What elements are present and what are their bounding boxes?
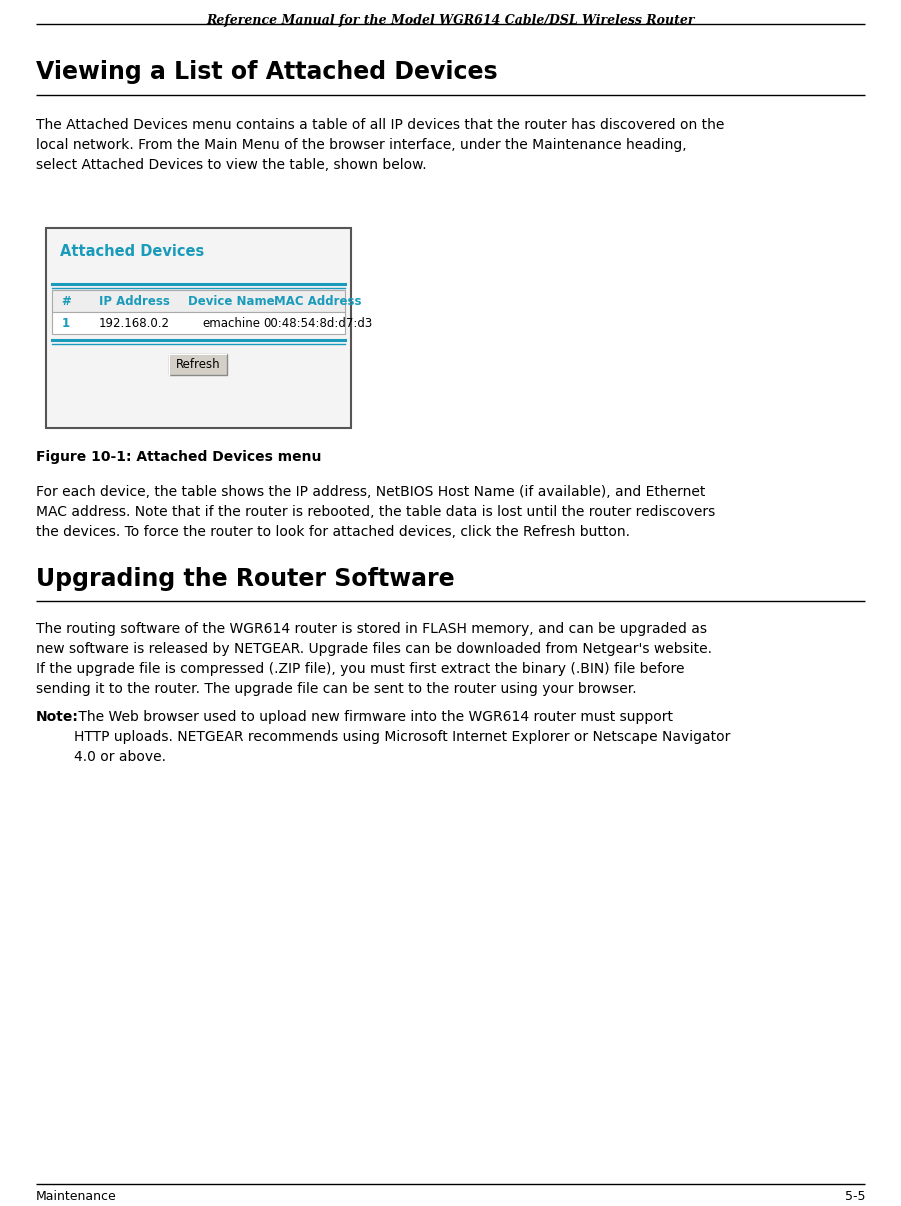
Text: Figure 10-1: Attached Devices menu: Figure 10-1: Attached Devices menu <box>36 450 322 464</box>
Text: IP Address: IP Address <box>98 295 169 308</box>
Text: The Web browser used to upload new firmware into the WGR614 router must support
: The Web browser used to upload new firmw… <box>74 710 731 765</box>
Text: MAC Address: MAC Address <box>274 295 361 308</box>
Text: 192.168.0.2: 192.168.0.2 <box>98 317 169 330</box>
Text: 00:48:54:8d:d7:d3: 00:48:54:8d:d7:d3 <box>263 317 373 330</box>
Text: 1: 1 <box>62 317 70 330</box>
Text: Note:: Note: <box>36 710 79 724</box>
Text: Maintenance: Maintenance <box>36 1190 117 1204</box>
Bar <box>52 289 345 312</box>
Text: 5-5: 5-5 <box>844 1190 865 1204</box>
Bar <box>52 312 345 334</box>
Text: emachine: emachine <box>202 317 260 330</box>
Text: #: # <box>61 295 71 308</box>
Text: Reference Manual for the Model WGR614 Cable/DSL Wireless Router: Reference Manual for the Model WGR614 Ca… <box>206 14 695 27</box>
Text: Device Name: Device Name <box>187 295 274 308</box>
Text: For each device, the table shows the IP address, NetBIOS Host Name (if available: For each device, the table shows the IP … <box>36 485 715 539</box>
Bar <box>46 228 351 428</box>
Text: Refresh: Refresh <box>176 358 221 371</box>
Text: The routing software of the WGR614 router is stored in FLASH memory, and can be : The routing software of the WGR614 route… <box>36 622 712 696</box>
Text: Upgrading the Router Software: Upgrading the Router Software <box>36 567 455 591</box>
Text: Attached Devices: Attached Devices <box>60 244 205 259</box>
Bar <box>169 355 227 375</box>
Text: Viewing a List of Attached Devices: Viewing a List of Attached Devices <box>36 60 497 84</box>
Text: The Attached Devices menu contains a table of all IP devices that the router has: The Attached Devices menu contains a tab… <box>36 118 724 172</box>
